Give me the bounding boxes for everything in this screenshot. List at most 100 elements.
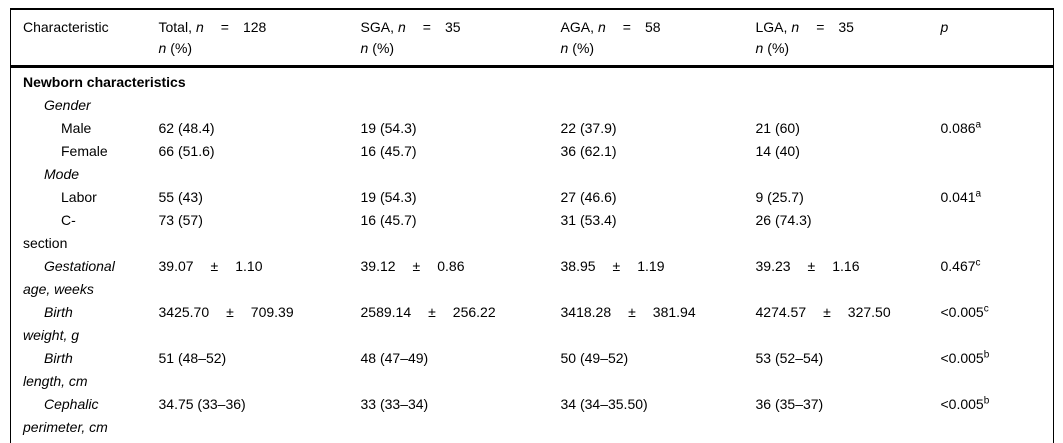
cell-male-lga: 21 (60): [755, 120, 800, 136]
empty-cell: [561, 163, 756, 186]
mean: 3418.28: [560, 304, 612, 320]
labor-label: Labor: [61, 189, 97, 205]
female-label: Female: [61, 143, 108, 159]
male-label-cell: Male: [11, 117, 159, 140]
cell-labor-aga: 27 (46.6): [560, 189, 617, 205]
section-label: Newborn characteristics: [23, 74, 186, 90]
header-lga-equals: =: [816, 19, 825, 35]
header-total-equals: =: [220, 19, 229, 35]
cell-c-section-sga: 16 (45.7): [360, 212, 417, 228]
sd: 1.19: [637, 258, 665, 274]
mode-label-cell: Mode: [11, 163, 159, 186]
p-footnote-marker: a: [975, 119, 982, 131]
c-section-label-cell: C- section: [11, 209, 159, 255]
plus-minus: ±: [412, 258, 421, 274]
header-total-name: Total,: [158, 19, 192, 35]
header-sga-unit-n: n: [360, 40, 369, 56]
birth-length-label-cell: Birth length, cm: [11, 347, 159, 393]
header-sga-name: SGA,: [360, 19, 394, 35]
cell-birth-length-total: 51 (48–52): [158, 350, 227, 366]
mean: 4274.57: [755, 304, 807, 320]
cell-birth-weight-p: <0.005c: [941, 301, 1054, 347]
c-section-label-line1: C-: [61, 212, 76, 228]
sd: 327.50: [847, 304, 891, 320]
header-characteristic: Characteristic: [10, 9, 159, 68]
header-aga-name: AGA,: [560, 19, 594, 35]
cell-male-p: 0.086a: [941, 117, 1054, 140]
female-label-cell: Female: [11, 140, 159, 163]
header-total-n-symbol: n: [195, 19, 204, 35]
plus-minus: ±: [210, 258, 219, 274]
cell-cephalic-p: <0.005b: [941, 393, 1054, 443]
header-total-count: 128: [242, 19, 267, 35]
birth-length-label-line1: Birth: [44, 350, 73, 366]
row-gender: Gender: [11, 94, 1054, 117]
cell-birth-weight-aga: 3418.28 ±381.94: [561, 301, 756, 347]
header-sga-unit-pct: (%): [372, 40, 395, 56]
cell-female-aga: 36 (62.1): [560, 143, 617, 159]
row-newborn-characteristics: Newborn characteristics: [11, 67, 1054, 95]
empty-cell: [941, 94, 1054, 117]
cell-cephalic-lga: 36 (35–37): [755, 396, 824, 412]
header-characteristic-label: Characteristic: [23, 19, 109, 35]
cell-labor-p: 0.041a: [941, 186, 1054, 209]
empty-cell: [756, 163, 941, 186]
empty-cell: [159, 163, 361, 186]
birth-weight-label-cell: Birth weight, g: [11, 301, 159, 347]
gestational-age-label-line2: age, weeks: [23, 281, 94, 297]
cell-birth-weight-lga: 4274.57 ±327.50: [756, 301, 941, 347]
row-birth-weight: Birth weight, g 3425.70 ±709.39 2589.14 ±2…: [11, 301, 1054, 347]
cephalic-perimeter-label-cell: Cephalic perimeter, cm: [11, 393, 159, 443]
cell-labor-total: 55 (43): [158, 189, 203, 205]
table-header: Characteristic Total, n = 128 n (%) SGA, n = 35…: [10, 9, 1054, 68]
mean: 39.12: [360, 258, 396, 274]
header-sga-equals: =: [422, 19, 431, 35]
empty-cell: [941, 209, 1054, 255]
p-value: 0.086: [940, 120, 976, 136]
cell-birth-weight-sga: 2589.14 ±256.22: [361, 301, 561, 347]
cell-birth-length-p: <0.005b: [941, 347, 1054, 393]
header-lga-n-symbol: n: [791, 19, 800, 35]
header-p: p: [940, 9, 1054, 68]
row-c-section: C- section 73 (57) 16 (45.7) 31 (53.4) 2…: [11, 209, 1054, 255]
cell-female-total: 66 (51.6): [158, 143, 215, 159]
sd: 381.94: [652, 304, 696, 320]
p-footnote-marker: c: [975, 257, 981, 269]
empty-cell: [941, 140, 1054, 163]
gender-label-cell: Gender: [11, 94, 159, 117]
header-aga-count: 58: [644, 19, 661, 35]
p-value: <0.005: [940, 304, 984, 320]
sd: 1.10: [235, 258, 263, 274]
cell-birth-length-aga: 50 (49–52): [560, 350, 629, 366]
cell-cephalic-sga: 33 (33–34): [360, 396, 429, 412]
section-label-cell: Newborn characteristics: [11, 67, 1054, 95]
mean: 39.23: [755, 258, 791, 274]
cell-gestational-p: 0.467c: [941, 255, 1054, 301]
cell-birth-weight-total: 3425.70 ±709.39: [159, 301, 361, 347]
row-birth-length: Birth length, cm 51 (48–52) 48 (47–49) 5…: [11, 347, 1054, 393]
empty-cell: [361, 163, 561, 186]
p-footnote-marker: a: [975, 188, 982, 200]
mean: 38.95: [560, 258, 596, 274]
table-body: Newborn characteristics Gender Male 62 (…: [11, 67, 1054, 443]
mean: 3425.70: [158, 304, 210, 320]
labor-label-cell: Labor: [11, 186, 159, 209]
header-aga: AGA, n = 58 n (%): [560, 9, 756, 68]
birth-weight-label-line2: weight, g: [23, 327, 80, 343]
empty-cell: [361, 94, 561, 117]
row-cephalic-perimeter: Cephalic perimeter, cm 34.75 (33–36) 33 …: [11, 393, 1054, 443]
p-value: 0.467: [940, 258, 976, 274]
empty-cell: [941, 163, 1054, 186]
plus-minus: ±: [428, 304, 436, 320]
empty-cell: [561, 94, 756, 117]
header-total-unit-n: n: [158, 40, 167, 56]
male-label: Male: [61, 120, 92, 136]
plus-minus: ±: [612, 258, 621, 274]
characteristics-table: Characteristic Total, n = 128 n (%) SGA, n = 35…: [10, 8, 1054, 443]
header-total: Total, n = 128 n (%): [158, 9, 361, 68]
cell-gestational-total: 39.07 ±1.10: [159, 255, 361, 301]
cephalic-perimeter-label-line2: perimeter, cm: [23, 419, 108, 435]
mean: 39.07: [158, 258, 194, 274]
cell-c-section-lga: 26 (74.3): [755, 212, 812, 228]
